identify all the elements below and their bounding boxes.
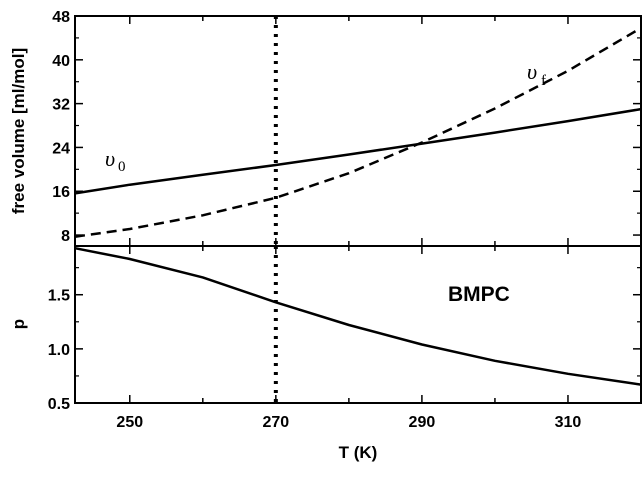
y-tick-label: 8 xyxy=(61,228,70,245)
x-tick-label: 310 xyxy=(555,414,582,431)
annotation-label: BMPC xyxy=(448,283,510,306)
x-tick-label: 290 xyxy=(409,414,436,431)
series-vf-line xyxy=(74,26,642,238)
series-label-vf: υ xyxy=(527,59,537,84)
y-axis-title: free volume [ml/mol] xyxy=(9,48,28,214)
x-axis-title: T (K) xyxy=(339,443,378,462)
plot-frame xyxy=(74,245,642,404)
series-sublabel-vf: f xyxy=(541,73,546,89)
series-p-line xyxy=(74,246,642,386)
p-panel: 0.5 1.0 1.5 250 270 290 310 T (K) p BMPC xyxy=(9,245,642,462)
x-tick-label: 270 xyxy=(262,414,289,431)
y-tick-label: 40 xyxy=(52,53,70,70)
y-tick-label: 0.5 xyxy=(48,396,70,413)
y-tick-label: 48 xyxy=(52,9,70,26)
y-tick-label: 1.0 xyxy=(48,342,70,359)
y-tick-label: 1.5 xyxy=(48,288,70,305)
y-tick-label: 24 xyxy=(52,140,70,157)
plot-frame xyxy=(74,15,642,247)
y-tick-label: 16 xyxy=(52,184,70,201)
y-tick-label: 32 xyxy=(52,97,70,114)
y-axis-title: p xyxy=(9,319,28,329)
x-tick-label: 250 xyxy=(116,414,143,431)
series-sublabel-v0: 0 xyxy=(118,159,126,175)
series-label-v0: υ xyxy=(105,146,115,171)
series-v0-line xyxy=(74,107,642,195)
